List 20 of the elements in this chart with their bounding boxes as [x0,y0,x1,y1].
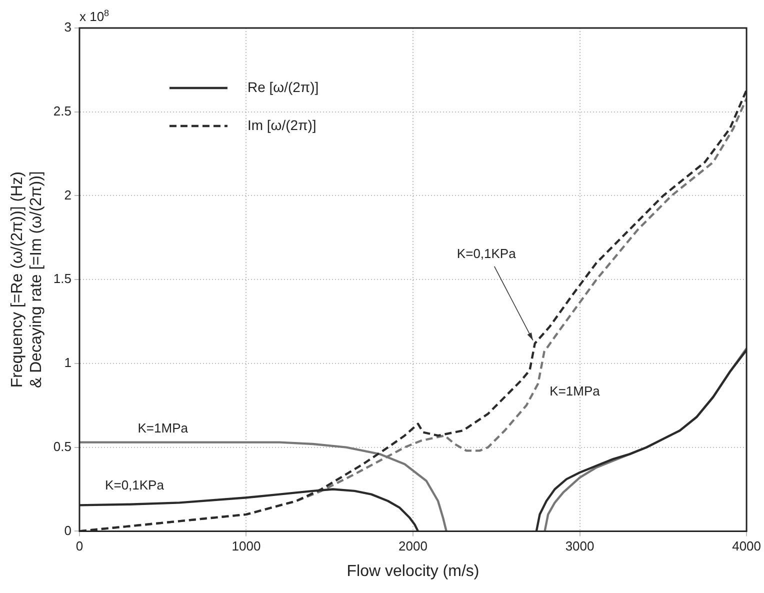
y-tick-label: 0.5 [53,438,72,454]
annotation: K=1MPa [550,383,601,398]
annotation: K=0,1KPa [456,246,517,262]
x-tick-label: 2000 [398,538,428,554]
x-tick-label: 1000 [232,538,261,554]
y-tick-label: 2 [64,187,72,202]
annotation: K=0,1KPa [105,477,165,492]
annotation: K=1MPa [138,420,189,436]
x-tick-label: 4000 [732,538,761,554]
legend-label: Im [ω/(2π)] [247,116,316,133]
x-tick-label: 3000 [565,538,594,554]
x-axis-title: Flow velocity (m/s) [346,562,480,580]
legend-label: Re [ω/(2π)] [247,78,319,95]
y-tick-label: 1 [64,355,72,370]
x-tick-label: 0 [76,538,84,554]
y-tick-label: 3 [64,20,72,35]
y-tick-label: 1.5 [53,271,72,286]
y-tick-label: 0 [64,522,72,538]
y-tick-label: 2.5 [53,103,72,118]
y-axis-title: Frequency [=Re (ω/(2π))] (Hz) & Decaying rate [=Im (ω/(2π))] [9,171,46,388]
